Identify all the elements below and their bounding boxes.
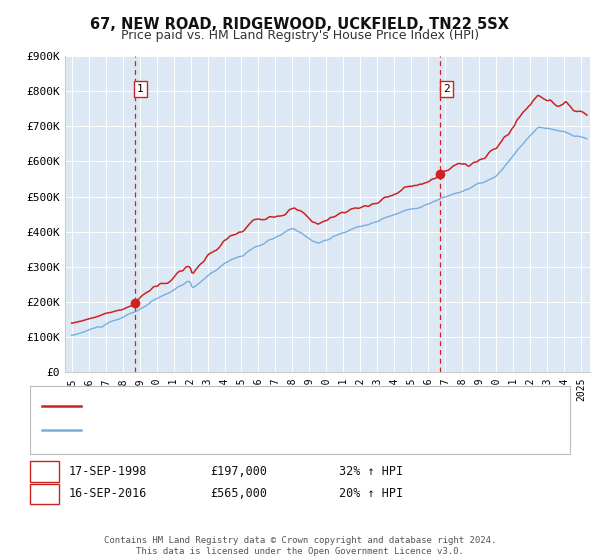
Text: 20% ↑ HPI: 20% ↑ HPI: [339, 487, 403, 501]
Text: HPI: Average price, detached house, Wealden: HPI: Average price, detached house, Weal…: [88, 425, 379, 435]
Text: Contains HM Land Registry data © Crown copyright and database right 2024.
This d: Contains HM Land Registry data © Crown c…: [104, 536, 496, 556]
Text: 32% ↑ HPI: 32% ↑ HPI: [339, 465, 403, 478]
Text: 2: 2: [443, 84, 450, 94]
Text: £197,000: £197,000: [210, 465, 267, 478]
Text: 1: 1: [41, 466, 48, 477]
Text: 16-SEP-2016: 16-SEP-2016: [69, 487, 148, 501]
Text: £565,000: £565,000: [210, 487, 267, 501]
Text: 67, NEW ROAD, RIDGEWOOD, UCKFIELD, TN22 5SX (detached house): 67, NEW ROAD, RIDGEWOOD, UCKFIELD, TN22 …: [88, 401, 493, 411]
Text: 17-SEP-1998: 17-SEP-1998: [69, 465, 148, 478]
Text: 2: 2: [41, 489, 48, 499]
Text: Price paid vs. HM Land Registry's House Price Index (HPI): Price paid vs. HM Land Registry's House …: [121, 29, 479, 42]
Text: 1: 1: [137, 84, 144, 94]
Text: 67, NEW ROAD, RIDGEWOOD, UCKFIELD, TN22 5SX: 67, NEW ROAD, RIDGEWOOD, UCKFIELD, TN22 …: [91, 17, 509, 32]
